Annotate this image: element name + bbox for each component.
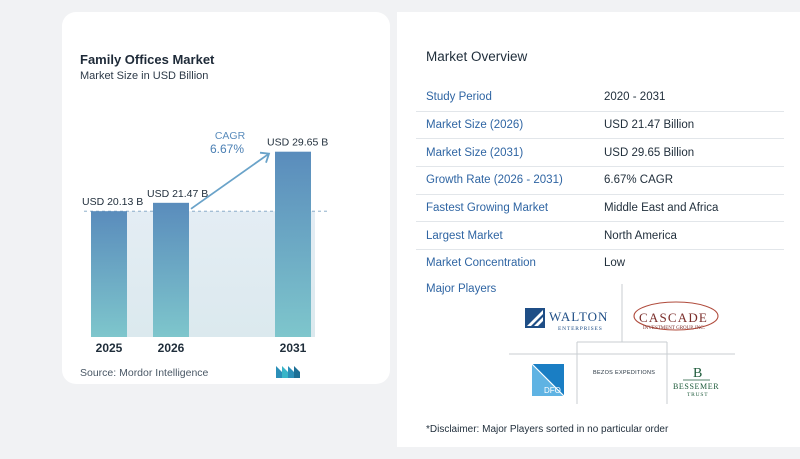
dfo-name: DFO [544,386,561,395]
cagr-value: 6.67% [210,142,244,156]
dfo-logo: DFO [531,363,565,397]
bezos-logo: BEZOS EXPEDITIONS [593,370,655,376]
overview-value: USD 29.65 Billion [604,146,695,159]
overview-title: Market Overview [426,49,528,64]
overview-value: USD 21.47 Billion [604,119,695,132]
overview-row: Market Concentration Low [416,250,784,277]
chart-subtitle: Market Size in USD Billion [80,70,209,82]
overview-value: North America [604,229,677,242]
cascade-sub: INVESTMENT GROUP, INC. [643,326,705,331]
cascade-name: CASCADE [639,310,708,325]
walton-sub: ENTERPRISES [558,326,603,332]
bessemer-sub: TRUST [687,392,708,398]
x-tick-2026: 2026 [158,341,185,355]
walton-logo: WALTON ENTERPRISES [525,308,608,332]
major-players-title: Major Players [426,283,497,295]
x-tick-2025: 2025 [96,341,123,355]
overview-label: Market Size (2026) [426,119,524,132]
overview-row: Growth Rate (2026 - 2031) 6.67% CAGR [416,167,784,195]
overview-table: Study Period 2020 - 2031 Market Size (202… [416,84,784,277]
cagr-label: CAGR [215,130,246,142]
overview-label: Fastest Growing Market [426,202,549,215]
overview-value: Middle East and Africa [604,202,719,215]
bar-chart: USD 20.13 B 2025 USD 21.47 B 2026 USD 29.65 … [82,130,330,355]
overview-label: Market Concentration [426,257,536,270]
chart-title: Family Offices Market [80,52,215,67]
disclaimer-text: *Disclaimer: Major Players sorted in no … [426,424,669,435]
overview-row: Largest Market North America [416,222,784,251]
data-label-2025: USD 20.13 B [82,196,143,208]
chart-card: Family Offices Market Market Size in USD… [62,12,390,384]
bessemer-name: BESSEMER [673,382,719,391]
overview-panel: Market Overview Study Period 2020 - 2031 … [397,12,800,447]
overview-label: Study Period [426,91,492,104]
bar-2026 [153,202,189,337]
overview-label: Market Size (2031) [426,146,524,159]
cagr-arrowhead [259,151,271,163]
overview-row: Study Period 2020 - 2031 [416,84,784,112]
bessemer-mark: B [693,366,702,381]
bessemer-logo: B BESSEMER TRUST [673,366,719,398]
bar-2031 [275,151,311,337]
mordor-logo-icon [276,366,300,378]
x-tick-2031: 2031 [280,341,307,355]
cascade-logo: CASCADE INVESTMENT GROUP, INC. [633,301,719,331]
overview-row: Fastest Growing Market Middle East and Af… [416,195,784,223]
overview-value: 6.67% CAGR [604,174,674,187]
overview-value: Low [604,257,626,270]
data-label-2026: USD 21.47 B [147,188,208,200]
walton-name: WALTON [549,309,608,324]
bar-2025 [91,211,127,337]
overview-row: Market Size (2026) USD 21.47 Billion [416,112,784,140]
data-label-2031: USD 29.65 B [267,137,328,149]
overview-value: 2020 - 2031 [604,91,666,104]
major-players-logos: WALTON ENTERPRISES CASCADE INVESTMENT GR… [509,284,735,404]
overview-label: Largest Market [426,229,503,242]
source-text: Source: Mordor Intelligence [80,367,209,379]
overview-label: Growth Rate (2026 - 2031) [426,174,563,187]
cagr-arrow [190,152,270,210]
overview-row: Market Size (2031) USD 29.65 Billion [416,139,784,168]
